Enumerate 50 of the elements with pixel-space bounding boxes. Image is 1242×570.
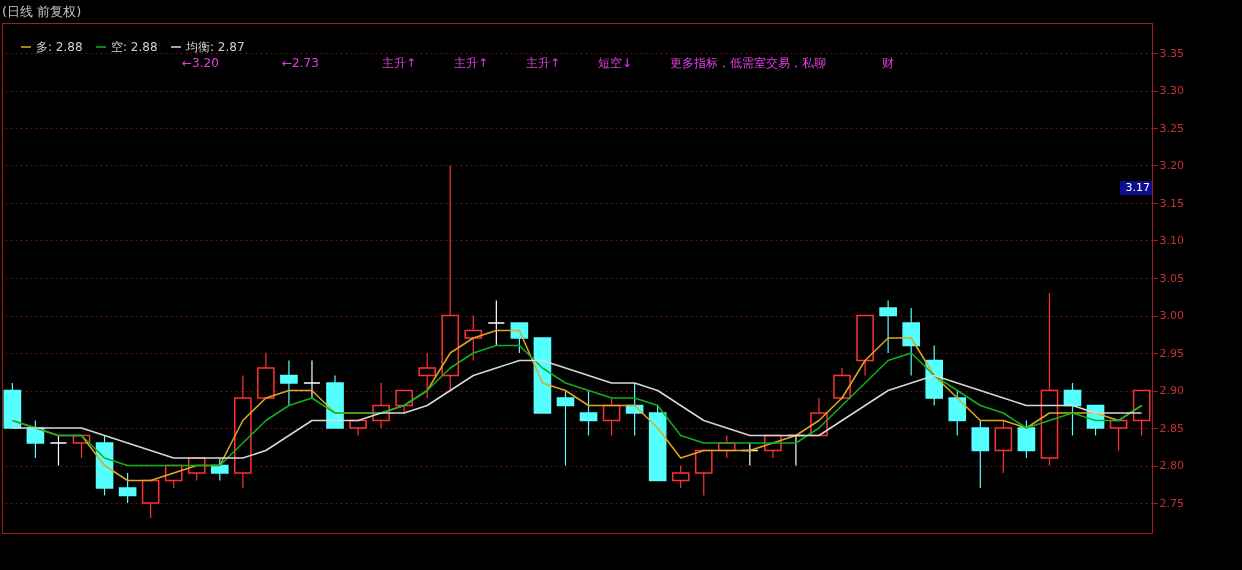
legend-label: 均衡: 2.87 <box>185 40 245 54</box>
candlestick <box>833 367 851 399</box>
candlestick <box>280 359 298 407</box>
candlestick <box>971 419 990 489</box>
y-tick-label: 2.90 <box>1159 384 1184 397</box>
candlestick <box>303 359 321 399</box>
annotation: 主升↑ <box>526 56 561 70</box>
y-tick-label: 3.10 <box>1159 234 1184 247</box>
ref-line-label: 3.17 <box>1125 181 1150 194</box>
y-tick-label: 3.35 <box>1159 46 1184 60</box>
candlestick <box>49 434 68 467</box>
annotation: 更多指标，低需室交易，私聊 <box>670 56 826 70</box>
annotation: 主升↑ <box>454 56 489 70</box>
candlestick <box>579 389 598 437</box>
y-tick-label: 2.80 <box>1159 459 1184 472</box>
candlestick <box>556 389 575 467</box>
legend-label: 多: 2.88 <box>36 40 83 54</box>
annotation: 财 <box>882 56 894 70</box>
legend-label: 空: 2.88 <box>111 40 158 54</box>
y-tick-label: 3.15 <box>1159 196 1184 210</box>
candlestick <box>464 314 483 362</box>
annotation: ←2.73 <box>282 56 319 70</box>
candlestick <box>994 419 1013 474</box>
candlestick <box>487 299 506 347</box>
y-tick-label: 2.95 <box>1159 346 1184 360</box>
candlestick <box>948 389 967 437</box>
y-tick-label: 3.00 <box>1159 309 1184 322</box>
chart-title: (日线 前复权) <box>2 4 82 19</box>
y-tick-label: 3.30 <box>1159 84 1184 97</box>
y-tick-label: 2.75 <box>1159 496 1184 510</box>
annotation: 短空↓ <box>598 56 633 70</box>
candlestick <box>510 322 529 354</box>
annotation: ←3.20 <box>182 56 219 70</box>
y-tick-label: 3.05 <box>1159 271 1184 285</box>
y-tick-label: 3.20 <box>1159 159 1184 172</box>
candlestick <box>879 299 897 354</box>
candlestick <box>118 472 137 504</box>
candlestick <box>671 464 690 489</box>
candlestick <box>210 457 229 482</box>
candlestick <box>1063 382 1082 437</box>
candlestick <box>1017 419 1036 459</box>
candlestick <box>141 479 160 519</box>
candlestick <box>395 389 413 414</box>
candlestick <box>418 352 437 399</box>
y-tick-label: 2.85 <box>1159 421 1184 435</box>
annotation: 主升↑ <box>382 56 417 70</box>
candlestick <box>1109 419 1128 452</box>
y-tick-label: 3.25 <box>1159 121 1184 135</box>
candlestick <box>902 307 920 377</box>
candlestick <box>694 449 713 497</box>
